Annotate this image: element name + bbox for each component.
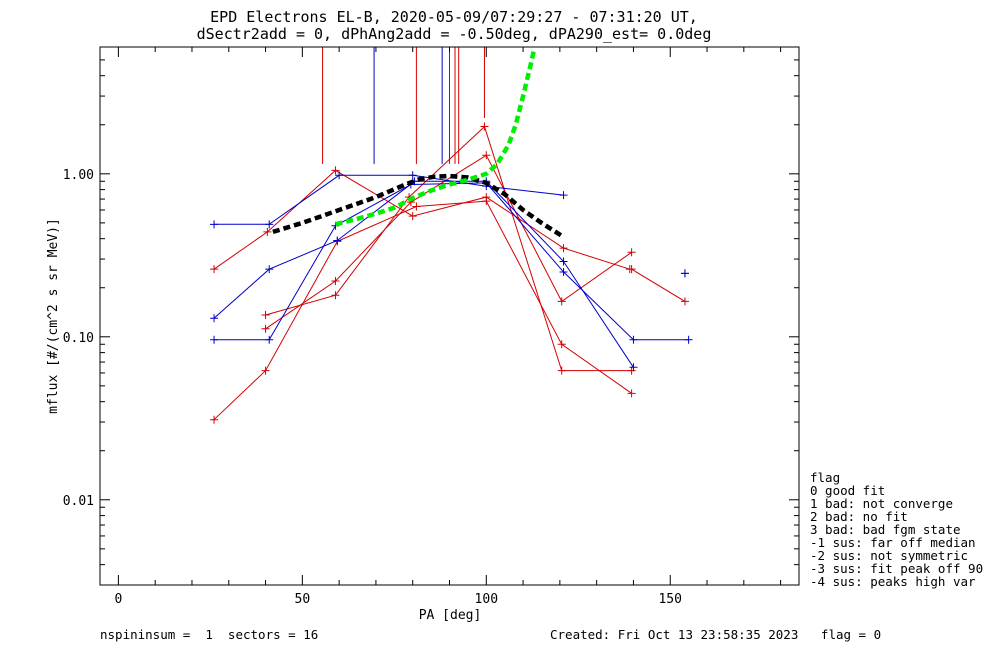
data-point: [265, 220, 274, 229]
data-point: [261, 311, 270, 320]
legend-entry: 3 bad: bad fgm state: [810, 522, 961, 537]
data-point: [629, 335, 638, 344]
legend-entry: -1 sus: far off median: [810, 535, 976, 550]
axes: 0 50 100 150 0.01 0.10 1.00: [63, 46, 799, 607]
footer-left: nspininsum = 1 sectors = 16: [100, 627, 318, 642]
x-tick-label: 50: [295, 592, 311, 607]
data-point: [263, 227, 272, 236]
data-point: [261, 324, 270, 333]
x-tick-label: 100: [475, 592, 498, 607]
legend-entry: -2 sus: not symmetric: [810, 548, 968, 563]
data-point: [557, 340, 566, 349]
footer-right: Created: Fri Oct 13 23:58:35 2023 flag =…: [550, 627, 881, 642]
legend: flag 0 good fit 1 bad: not converge 2 ba…: [810, 470, 983, 589]
data-point: [210, 415, 219, 424]
y-tick-label: 0.01: [63, 494, 94, 509]
data-point: [480, 122, 489, 131]
y-tick-label: 1.00: [63, 168, 94, 183]
data-point: [482, 197, 491, 206]
legend-entry: 0 good fit: [810, 483, 885, 498]
data-point: [265, 335, 274, 344]
data-point: [333, 236, 342, 245]
data-point: [680, 269, 689, 278]
y-tick-label: 0.10: [63, 331, 94, 346]
y-axis-label: mflux [#/(cm^2 s sr MeV)]: [46, 218, 61, 414]
data-point: [557, 366, 566, 375]
data-point: [331, 166, 340, 175]
x-tick-label: 0: [114, 592, 122, 607]
data-point: [627, 265, 636, 274]
fit-curve-black: [272, 173, 565, 239]
data-point: [408, 212, 417, 221]
x-axis-label: PA [deg]: [419, 608, 482, 623]
data-point: [408, 171, 417, 180]
legend-entry: 2 bad: no fit: [810, 509, 908, 524]
chart-subtitle: dSectr2add = 0, dPhAng2add = -0.50deg, d…: [197, 25, 712, 43]
data-point: [557, 297, 566, 306]
data-point: [680, 297, 689, 306]
series-line-6: [213, 180, 634, 368]
fit-curve-green: [334, 48, 537, 227]
series-line-2: [265, 154, 632, 330]
data-point: [331, 276, 340, 285]
data-point: [210, 265, 219, 274]
data-point: [335, 171, 344, 180]
x-tick-label: 150: [658, 592, 681, 607]
data-point: [210, 335, 219, 344]
series-line-4: [631, 268, 686, 302]
data-point: [684, 335, 693, 344]
data-point: [627, 248, 636, 257]
data-point: [629, 363, 638, 372]
legend-title: flag: [810, 470, 840, 485]
series-line-7: [214, 182, 689, 341]
data-point: [559, 191, 568, 200]
data-point: [261, 366, 270, 375]
data-point: [412, 202, 421, 211]
data-point: [265, 265, 274, 274]
legend-entry: 1 bad: not converge: [810, 496, 953, 511]
series-line-1: [213, 200, 632, 421]
data-point: [559, 257, 568, 266]
data-point: [210, 314, 219, 323]
data-point: [559, 244, 568, 253]
series-line-3: [265, 125, 632, 372]
chart-title: EPD Electrons EL-B, 2020-05-09/07:29:27 …: [210, 8, 698, 26]
series-line-5: [214, 174, 564, 225]
plot-area: [210, 47, 693, 424]
data-point: [210, 220, 219, 229]
data-point: [559, 267, 568, 276]
data-point: [331, 291, 340, 300]
data-point: [482, 151, 491, 160]
data-point: [627, 389, 636, 398]
data-point: [627, 366, 636, 375]
legend-entry: -4 sus: peaks high var: [810, 574, 976, 589]
legend-entry: -3 sus: fit peak off 90: [810, 561, 983, 576]
